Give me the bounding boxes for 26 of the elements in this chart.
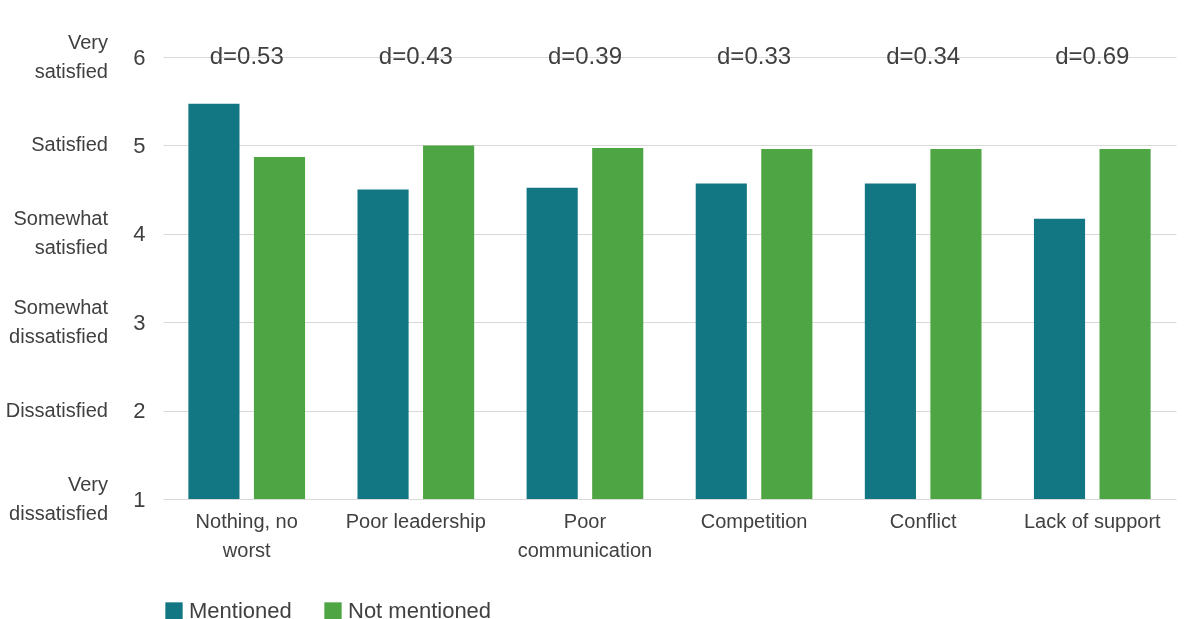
text: Somewhat satisfied (13, 207, 109, 259)
text: Somewhat dissatisfied (9, 295, 109, 347)
legend-label: Mentioned (189, 598, 292, 619)
x-tick-label: Conflict (889, 509, 957, 532)
annotation: d=0.69 (1055, 42, 1130, 69)
y-tick-label: 3 (133, 309, 146, 335)
annotation: d=0.43 (378, 42, 453, 69)
x-tick-label: Poor communication (517, 509, 653, 561)
annotation: d=0.33 (717, 42, 792, 69)
annotation: d=0.53 (209, 42, 284, 69)
y-tick-label: 2 (133, 398, 146, 424)
x-tick-label: Nothing, no worst (195, 509, 298, 561)
text: Very satisfied (34, 30, 108, 82)
y-tick-label: 5 (133, 132, 146, 158)
y-tick-label: 6 (133, 44, 146, 70)
y-tick-label: 4 (133, 221, 146, 247)
y-tick-label: 1 (133, 486, 146, 512)
annotation: d=0.39 (547, 42, 622, 69)
x-tick-label: Lack of support (1023, 509, 1162, 532)
annotation: d=0.34 (886, 42, 961, 69)
text: Very dissatisfied (9, 472, 108, 524)
text: Dissatisfied (5, 398, 108, 421)
text: Satisfied (31, 133, 108, 156)
x-tick-label: Poor leadership (345, 509, 486, 532)
legend-label: Not mentioned (348, 598, 492, 619)
x-tick-label: Competition (700, 509, 808, 532)
